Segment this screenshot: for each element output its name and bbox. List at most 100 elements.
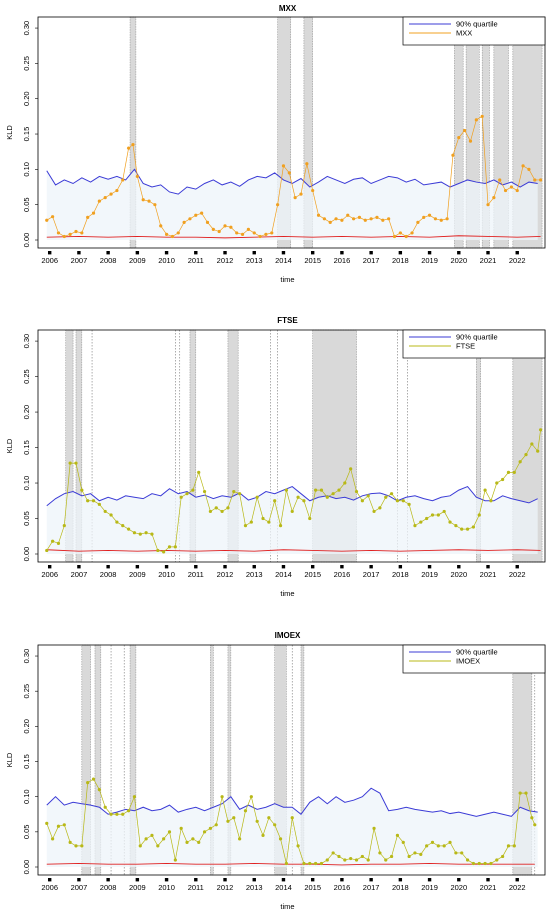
series-point (311, 188, 315, 193)
series-point (135, 174, 139, 179)
x-tick-label: 2013 (246, 256, 263, 265)
series-point (255, 819, 259, 823)
x-tick-label: 2014 (275, 256, 292, 265)
series-point (156, 844, 160, 848)
series-point (427, 213, 432, 217)
series-point (62, 823, 66, 827)
y-tick-label: 0.25 (22, 56, 31, 71)
x-tick-label: 2008 (100, 883, 117, 892)
series-point (150, 532, 154, 536)
series-point (68, 461, 72, 465)
x-tick-label: 2021 (480, 256, 497, 265)
x-tick (47, 251, 52, 255)
series-point (86, 215, 90, 219)
series-point (524, 791, 528, 795)
legend-label: IMOEX (456, 657, 480, 666)
y-axis-label: KLD (5, 752, 14, 767)
series-point (492, 196, 496, 200)
x-tick-label: 2022 (509, 256, 526, 265)
series-point (498, 178, 502, 182)
series-point (185, 492, 189, 496)
series-point (454, 524, 458, 528)
x-tick-label: 2015 (304, 883, 321, 892)
x-tick (106, 565, 110, 569)
x-axis-label: time (280, 902, 294, 911)
series-point (413, 851, 417, 855)
series-point (430, 840, 435, 844)
x-tick (340, 878, 344, 882)
series-point (372, 826, 376, 830)
series-point (191, 488, 195, 492)
series-point (264, 232, 268, 236)
series-point (518, 791, 522, 795)
y-tick-label: 0.30 (22, 649, 31, 664)
x-tick (457, 565, 461, 569)
series-point (512, 470, 516, 474)
series-point (351, 217, 356, 221)
y-tick-label: 0.05 (22, 825, 31, 840)
series-point (442, 509, 446, 514)
x-tick-label: 2021 (480, 883, 497, 892)
x-tick (340, 565, 344, 569)
x-tick-label: 2017 (363, 570, 380, 579)
series-point (211, 227, 215, 232)
series-point (267, 816, 271, 820)
series-point (346, 213, 350, 217)
series-point (325, 858, 329, 862)
series-point (290, 816, 294, 820)
x-tick (515, 878, 519, 882)
x-tick (398, 878, 403, 882)
series-point (51, 837, 55, 841)
x-tick-label: 2007 (71, 883, 88, 892)
series-point (167, 545, 172, 549)
x-tick-label: 2016 (334, 256, 351, 265)
series-point (389, 854, 394, 859)
series-point (308, 861, 312, 866)
series-point (226, 819, 230, 823)
x-tick-label: 2012 (217, 883, 234, 892)
series-point (45, 218, 49, 222)
series-point (109, 192, 113, 196)
x-tick (369, 878, 373, 882)
series-point (366, 494, 370, 498)
series-point (182, 220, 186, 224)
series-point (302, 861, 306, 866)
series-point (220, 509, 224, 514)
y-tick-label: 0.05 (22, 197, 31, 212)
series-point (126, 809, 131, 813)
series-point (308, 516, 312, 521)
x-tick-label: 2019 (421, 256, 438, 265)
x-tick-label: 2010 (158, 256, 175, 265)
series-point (91, 777, 96, 781)
series-point (524, 453, 528, 457)
baseline-line (46, 549, 541, 552)
series-point (349, 856, 353, 861)
series-point (167, 830, 172, 834)
series-point (419, 520, 423, 524)
series-point (179, 495, 183, 499)
x-tick-label: 2016 (334, 883, 351, 892)
series-point (378, 851, 382, 855)
series-point (240, 232, 245, 236)
series-point (343, 481, 347, 485)
legend-box (402, 16, 546, 46)
series-point (115, 520, 119, 524)
shaded-period (303, 16, 313, 249)
y-tick-label: 0.00 (22, 860, 31, 875)
series-point (290, 509, 294, 514)
series-point (103, 509, 107, 514)
series-point (407, 854, 411, 859)
series-point (208, 509, 213, 514)
series-point (436, 844, 440, 848)
x-tick (77, 251, 81, 255)
x-tick (164, 251, 169, 255)
shaded-period (454, 16, 464, 249)
series-point (249, 795, 253, 799)
chart-title: MXX (279, 4, 297, 13)
x-tick (281, 878, 286, 882)
series-point (138, 844, 142, 848)
series-point (401, 499, 405, 503)
series-point (51, 215, 55, 219)
series-point (121, 178, 125, 182)
